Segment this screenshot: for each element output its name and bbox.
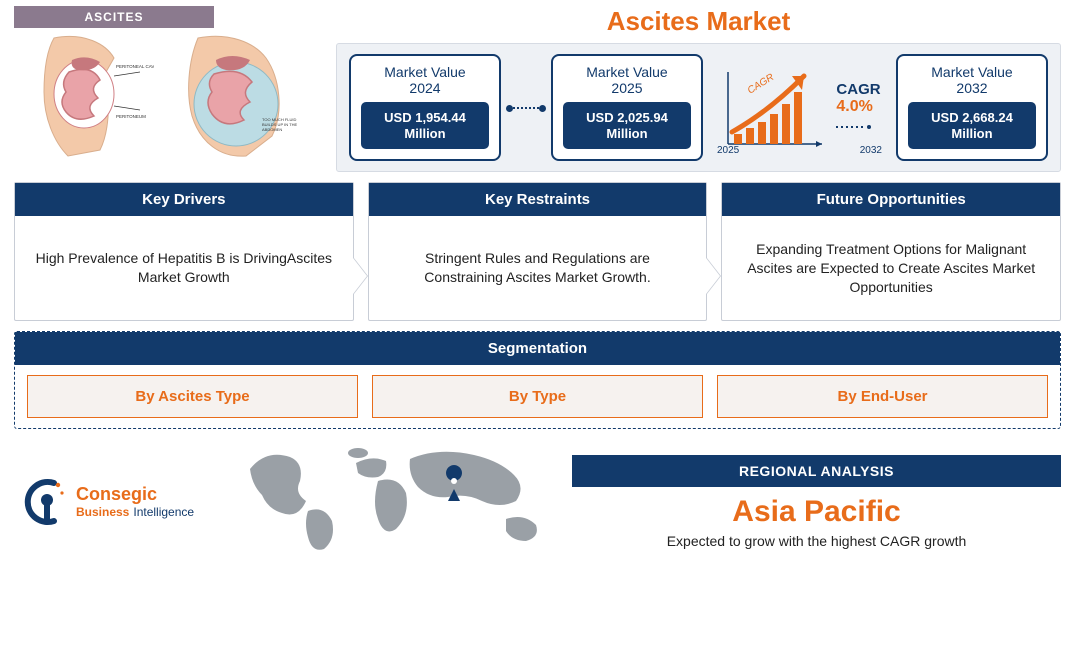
connector-icon [509,107,543,109]
cagr-year-start: 2025 [717,145,739,156]
cagr-label: CAGR [836,81,880,98]
panel-header: Key Drivers [15,183,353,216]
dots-icon [836,125,872,129]
cagr-value: 4.0% [836,98,880,116]
regional-header: REGIONAL ANALYSIS [572,455,1061,487]
logo: Consegic Business Intelligence [14,475,224,529]
mv-label-line1: Market Value [931,64,1012,80]
panel-key-drivers: Key Drivers High Prevalence of Hepatitis… [14,182,354,321]
segmentation-item-type: By Type [372,375,703,418]
mv-label-line2: 2032 [956,80,987,96]
anatomy-diagram-ascites: TOO MUCH FLUID BUILDS UP IN THE ABDOMEN [162,32,302,162]
mv-label-line1: Market Value [384,64,465,80]
panel-key-restraints: Key Restraints Stringent Rules and Regul… [368,182,708,321]
logo-line2b: Intelligence [133,505,194,519]
market-title: Ascites Market [336,6,1061,37]
panel-body: High Prevalence of Hepatitis B is Drivin… [15,216,353,320]
panel-header: Future Opportunities [722,183,1060,216]
ascites-badge-label: ASCITES [14,6,214,28]
svg-text:CAGR: CAGR [746,72,776,97]
cagr-block: CAGR CAGR 4.0% 2025 2032 [711,62,888,154]
panel-header: Key Restraints [369,183,707,216]
segmentation-item-end-user: By End-User [717,375,1048,418]
regional-region-name: Asia Pacific [572,495,1061,529]
svg-text:PERITONEAL CAVITY: PERITONEAL CAVITY [116,64,154,69]
panel-body: Expanding Treatment Options for Malignan… [722,216,1060,320]
panel-body: Stringent Rules and Regulations are Cons… [369,216,707,320]
market-value-card-2025: Market Value 2025 USD 2,025.94 Million [551,54,703,161]
panel-future-opportunities: Future Opportunities Expanding Treatment… [721,182,1061,321]
market-value-card-2032: Market Value 2032 USD 2,668.24 Million [896,54,1048,161]
mv-value: USD 2,668.24 Million [908,102,1036,149]
cagr-year-end: 2032 [860,145,882,156]
logo-line2a: Business [76,505,129,519]
svg-text:PERITONEUM: PERITONEUM [116,114,146,119]
market-value-card-2024: Market Value 2024 USD 1,954.44 Million [349,54,501,161]
mv-value: USD 1,954.44 Million [361,102,489,149]
market-strip: Market Value 2024 USD 1,954.44 Million M… [336,43,1061,172]
market-panel: Ascites Market Market Value 2024 USD 1,9… [336,6,1061,172]
logo-icon [14,475,68,529]
logo-line1: Consegic [76,484,194,505]
regional-subtitle: Expected to grow with the highest CAGR g… [572,533,1061,549]
anatomy-diagram-normal: PERITONEAL CAVITY PERITONEUM [14,32,154,162]
ascites-illustration-block: ASCITES PERITONEAL CAVITY PERITONEUM TOO… [14,6,324,162]
mv-value: USD 2,025.94 Million [563,102,691,149]
cagr-chart-icon: CAGR [718,62,828,154]
mv-label-line2: 2025 [611,80,642,96]
segmentation-box: Segmentation By Ascites Type By Type By … [14,331,1061,429]
segmentation-header: Segmentation [15,332,1060,365]
mv-label-line2: 2024 [409,80,440,96]
world-map [238,439,558,564]
segmentation-item-ascites-type: By Ascites Type [27,375,358,418]
world-map-icon [238,439,558,559]
mv-label-line1: Market Value [586,64,667,80]
regional-analysis-block: REGIONAL ANALYSIS Asia Pacific Expected … [572,455,1061,549]
